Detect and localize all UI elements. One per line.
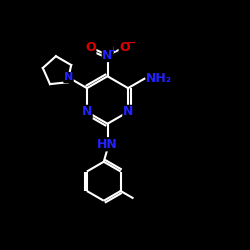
Text: NH₂: NH₂	[146, 72, 172, 85]
Text: O: O	[119, 41, 130, 54]
Text: O: O	[85, 41, 96, 54]
Text: N: N	[123, 106, 133, 118]
Text: HN: HN	[97, 138, 118, 151]
Text: N: N	[102, 48, 113, 62]
Text: N: N	[82, 106, 92, 118]
Text: −: −	[127, 38, 137, 48]
Text: N: N	[64, 72, 73, 83]
Text: +: +	[110, 46, 116, 54]
